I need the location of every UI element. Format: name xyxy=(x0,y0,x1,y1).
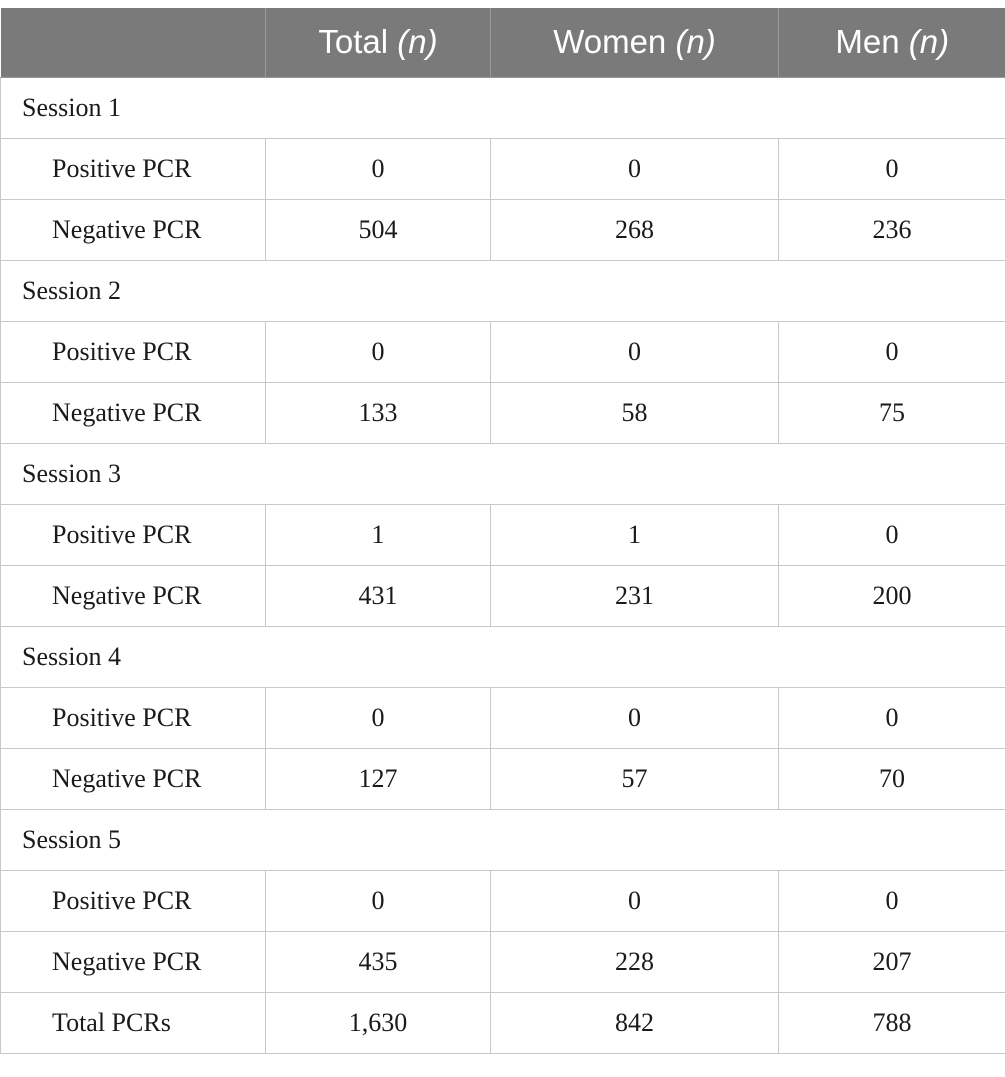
session-row: Session 2 xyxy=(0,259,1005,322)
header-total-unit: (n) xyxy=(397,23,438,61)
row-label: Positive PCR xyxy=(0,503,266,566)
women-cell: 58 xyxy=(490,381,779,444)
table-row: Positive PCR 0 0 0 xyxy=(0,869,1005,932)
session-label: Session 2 xyxy=(0,259,1005,322)
men-cell: 0 xyxy=(778,137,1005,200)
table-row: Negative PCR 133 58 75 xyxy=(0,381,1005,444)
session-row: Session 1 xyxy=(0,76,1005,139)
men-cell: 236 xyxy=(778,198,1005,261)
women-cell: 0 xyxy=(490,869,779,932)
row-label: Negative PCR xyxy=(0,564,266,627)
men-cell: 0 xyxy=(778,503,1005,566)
table-row: Negative PCR 127 57 70 xyxy=(0,747,1005,810)
total-cell: 127 xyxy=(265,747,491,810)
session-row: Session 5 xyxy=(0,808,1005,871)
session-row: Session 4 xyxy=(0,625,1005,688)
header-men-unit: (n) xyxy=(908,23,950,61)
header-women: Women (n) xyxy=(490,8,779,78)
women-cell: 0 xyxy=(490,320,779,383)
men-cell: 75 xyxy=(778,381,1005,444)
men-cell: 207 xyxy=(778,930,1005,993)
session-label: Session 3 xyxy=(0,442,1005,505)
header-blank-cell xyxy=(0,8,266,78)
session-label: Session 5 xyxy=(0,808,1005,871)
totals-women-cell: 842 xyxy=(490,991,779,1054)
session-label: Session 4 xyxy=(0,625,1005,688)
row-label: Negative PCR xyxy=(0,747,266,810)
table-row: Negative PCR 431 231 200 xyxy=(0,564,1005,627)
women-cell: 268 xyxy=(490,198,779,261)
header-women-unit: (n) xyxy=(675,23,716,61)
totals-label: Total PCRs xyxy=(0,991,266,1054)
session-row: Session 3 xyxy=(0,442,1005,505)
row-label: Positive PCR xyxy=(0,320,266,383)
row-label: Negative PCR xyxy=(0,930,266,993)
men-cell: 0 xyxy=(778,320,1005,383)
row-label: Positive PCR xyxy=(0,686,266,749)
women-cell: 0 xyxy=(490,686,779,749)
men-cell: 0 xyxy=(778,686,1005,749)
women-cell: 57 xyxy=(490,747,779,810)
table-row: Positive PCR 0 0 0 xyxy=(0,686,1005,749)
men-cell: 0 xyxy=(778,869,1005,932)
total-cell: 431 xyxy=(265,564,491,627)
row-label: Positive PCR xyxy=(0,137,266,200)
table-header: Total (n) Women (n) Men (n) xyxy=(0,8,1005,78)
women-cell: 228 xyxy=(490,930,779,993)
session-label: Session 1 xyxy=(0,76,1005,139)
header-women-label: Women xyxy=(553,23,667,61)
row-label: Positive PCR xyxy=(0,869,266,932)
table-row: Positive PCR 1 1 0 xyxy=(0,503,1005,566)
header-men: Men (n) xyxy=(778,8,1005,78)
total-cell: 0 xyxy=(265,320,491,383)
table-row: Positive PCR 0 0 0 xyxy=(0,137,1005,200)
men-cell: 200 xyxy=(778,564,1005,627)
women-cell: 1 xyxy=(490,503,779,566)
totals-row: Total PCRs 1,630 842 788 xyxy=(0,991,1005,1054)
row-label: Negative PCR xyxy=(0,381,266,444)
total-cell: 0 xyxy=(265,869,491,932)
total-cell: 435 xyxy=(265,930,491,993)
table-row: Negative PCR 435 228 207 xyxy=(0,930,1005,993)
header-row: Total (n) Women (n) Men (n) xyxy=(0,8,1005,78)
men-cell: 70 xyxy=(778,747,1005,810)
table-row: Negative PCR 504 268 236 xyxy=(0,198,1005,261)
header-total: Total (n) xyxy=(265,8,491,78)
header-total-label: Total xyxy=(318,23,389,61)
totals-total-cell: 1,630 xyxy=(265,991,491,1054)
total-cell: 504 xyxy=(265,198,491,261)
pcr-results-table: Total (n) Women (n) Men (n) Session 1 Po… xyxy=(0,8,1005,1054)
row-label: Negative PCR xyxy=(0,198,266,261)
total-cell: 1 xyxy=(265,503,491,566)
table-row: Positive PCR 0 0 0 xyxy=(0,320,1005,383)
total-cell: 0 xyxy=(265,137,491,200)
header-men-label: Men xyxy=(835,23,900,61)
pcr-results-table-container: Total (n) Women (n) Men (n) Session 1 Po… xyxy=(0,8,1005,1054)
women-cell: 231 xyxy=(490,564,779,627)
totals-men-cell: 788 xyxy=(778,991,1005,1054)
total-cell: 0 xyxy=(265,686,491,749)
table-body: Session 1 Positive PCR 0 0 0 Negative PC… xyxy=(0,76,1005,1054)
women-cell: 0 xyxy=(490,137,779,200)
total-cell: 133 xyxy=(265,381,491,444)
